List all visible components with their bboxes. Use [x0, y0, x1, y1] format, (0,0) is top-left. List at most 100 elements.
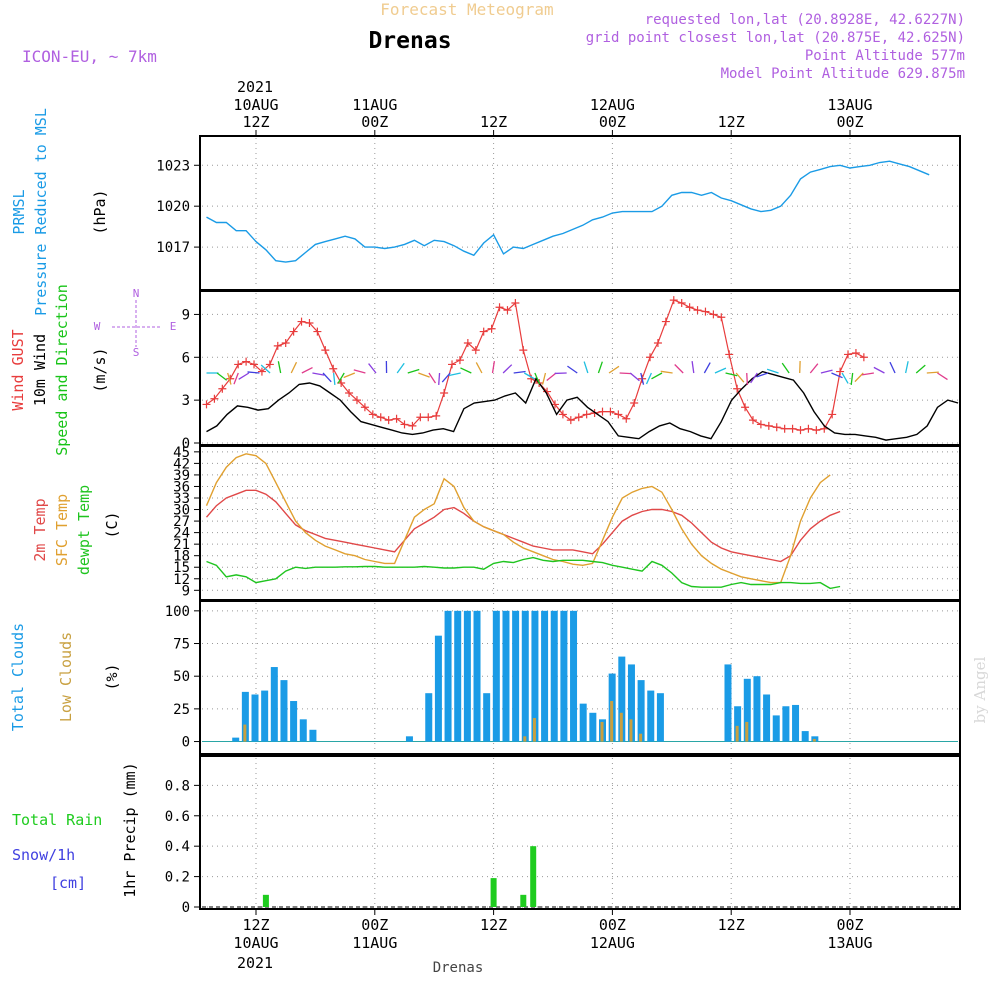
wind-direction-arrow	[460, 367, 472, 374]
wind-direction-arrow	[756, 372, 769, 378]
wind-direction-arrow	[889, 361, 896, 374]
gust-marker	[392, 414, 401, 423]
y-tick-label: 36	[173, 479, 190, 495]
low-cloud-bar	[619, 712, 623, 742]
wind-direction-arrow	[645, 372, 652, 385]
gust-marker	[265, 360, 274, 369]
y-tick-label: 39	[173, 468, 190, 484]
prmsl-desc-label: Pressure Reduced to MSL	[32, 108, 50, 316]
wind-direction-arrow	[820, 369, 833, 374]
bottom-hour-label: 00Z	[361, 916, 388, 934]
compass-e: E	[170, 320, 177, 333]
gust-marker	[360, 403, 369, 412]
y-tick-label: 0.2	[165, 870, 190, 886]
clouds-panel	[199, 600, 961, 755]
bottom-date-label: 12AUG	[590, 934, 635, 952]
gust-marker	[606, 407, 615, 416]
top-hour-label: 00Z	[836, 113, 863, 131]
bottom-hour-label: 12Z	[718, 916, 745, 934]
gust-marker	[218, 384, 227, 393]
footer-station: Drenas	[433, 960, 484, 976]
total-cloud-bar	[618, 656, 626, 742]
y-tick-label: 100	[165, 604, 190, 620]
prmsl-label: PRMSL	[10, 189, 28, 234]
y-tick-label: 42	[173, 456, 190, 472]
wind-direction-arrow	[937, 372, 948, 381]
low-clouds-label: Low Clouds	[57, 632, 75, 722]
gust-marker	[780, 424, 789, 433]
wind-direction-arrow	[597, 361, 603, 374]
gust-marker	[202, 400, 211, 409]
wind-direction-arrow	[674, 364, 684, 374]
rain-bar	[490, 878, 497, 907]
gust-marker	[242, 357, 251, 366]
y-tick-label: 0	[182, 900, 190, 916]
wind-direction-arrow	[332, 372, 336, 386]
gust-marker	[796, 426, 805, 435]
snow-unit-label: [cm]	[50, 874, 86, 892]
gust-marker	[424, 413, 433, 422]
rain-bar	[262, 894, 269, 907]
wind-direction-arrow	[441, 372, 451, 383]
gust-marker	[558, 410, 567, 419]
total-cloud-bar	[521, 610, 529, 742]
low-cloud-bar	[523, 736, 527, 742]
gust-marker	[352, 396, 361, 405]
y-tick-label: 0.6	[165, 809, 190, 825]
gust-marker	[685, 303, 694, 312]
wind-direction-arrow	[312, 372, 325, 376]
y-tick-label: 6	[182, 350, 190, 366]
y-tick-label: 1023	[156, 158, 190, 174]
total-cloud-bar	[627, 664, 635, 742]
total-cloud-bar	[637, 680, 645, 742]
y-tick-label: 0	[182, 735, 190, 751]
wind-direction-arrow	[534, 372, 541, 385]
wind10m-line	[206, 370, 959, 441]
top-hour-label: 12Z	[718, 113, 745, 131]
wind-direction-arrow	[735, 372, 745, 383]
gust-marker	[440, 389, 449, 397]
gust-marker	[432, 411, 441, 420]
gust-marker	[788, 424, 797, 433]
wind-direction-arrow	[567, 365, 578, 374]
low-cloud-bar	[812, 738, 816, 742]
temperature-labels: 2m Temp SFC Temp dewpt Temp (C)	[31, 485, 121, 575]
wind-direction-arrow	[238, 372, 250, 380]
low-cloud-bar	[735, 725, 739, 742]
total-cloud-bar	[492, 610, 500, 742]
total-cloud-bar	[656, 693, 664, 742]
y-tick-labels: 1017102010230369912151821242730333639424…	[156, 158, 200, 916]
wind-direction-arrow	[714, 367, 727, 374]
total-cloud-bar	[512, 610, 520, 742]
total-cloud-bar	[550, 610, 558, 742]
wind-direction-arrow	[233, 372, 239, 385]
requested-coords: requested lon,lat (20.8928E, 42.6227N)	[645, 12, 965, 28]
gust-marker	[345, 389, 354, 397]
wind-direction-arrow	[831, 372, 843, 379]
temperature-panel	[199, 445, 961, 601]
wind-direction-arrow	[523, 372, 536, 380]
rain-bar	[530, 846, 537, 907]
wind10m-label: 10m Wind	[31, 334, 49, 406]
gust-marker	[329, 364, 338, 373]
total-cloud-bar	[444, 610, 452, 742]
bottom-date-label: 11AUG	[352, 934, 397, 952]
gust-label: Wind GUST	[9, 329, 27, 410]
wind-direction-arrow	[337, 372, 345, 384]
gust-marker	[519, 346, 528, 355]
total-cloud-bar	[772, 715, 780, 742]
gust-marker	[646, 353, 655, 362]
top-hour-label: 00Z	[599, 113, 626, 131]
wind-direction-arrow	[841, 372, 849, 384]
low-cloud-bar	[243, 724, 247, 742]
gust-marker	[748, 416, 757, 425]
y-tick-label: 24	[173, 526, 190, 542]
dewpt-label: dewpt Temp	[75, 485, 93, 575]
gust-marker	[812, 426, 821, 435]
wind-direction-arrow	[216, 372, 228, 381]
gust-marker	[566, 416, 575, 425]
top-date-label: 11AUG	[352, 96, 397, 114]
precip-panel	[199, 755, 961, 910]
wind-direction-arrow	[407, 368, 420, 374]
